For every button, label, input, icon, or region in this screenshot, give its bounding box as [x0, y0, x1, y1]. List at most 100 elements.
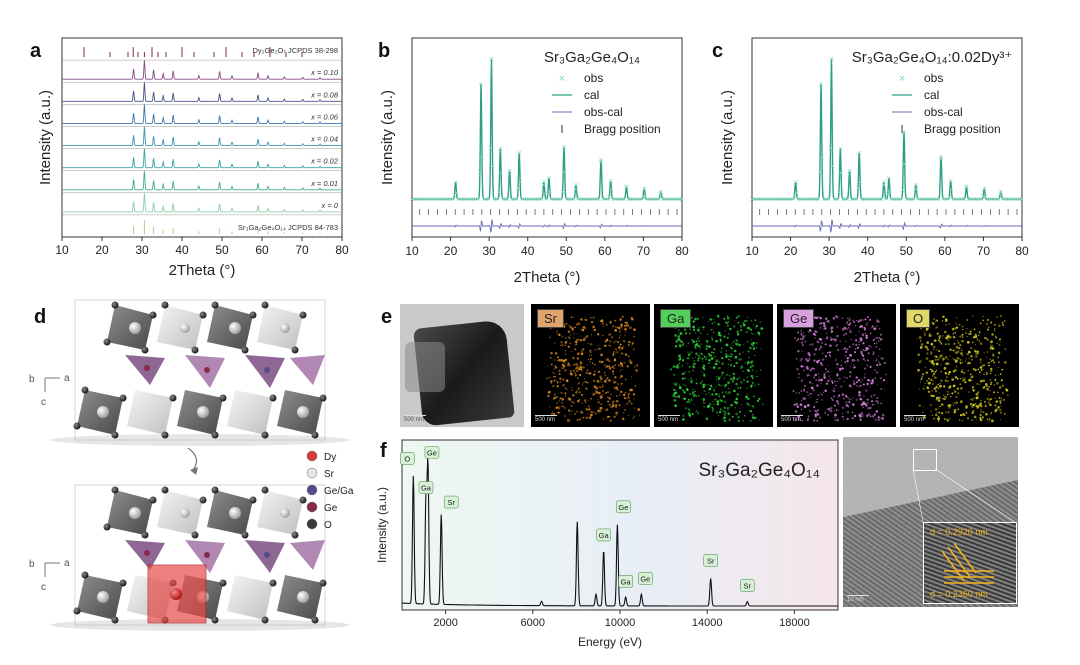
panel-c-obs-point: × [820, 153, 825, 162]
panel-f-peak-label: Ge [640, 574, 650, 583]
panel-f-peak-label: Ga [599, 531, 610, 540]
panel-b-obs-point: × [561, 142, 566, 152]
panel-a-trace [62, 83, 342, 102]
panel-b-chart: 10 20 30 40 50 60 70 80 2Theta (°) Intensity (a.u… [360, 0, 700, 290]
panel-a-trace-label: x = 0.08 [310, 90, 339, 99]
legend-dot-ge [307, 502, 317, 512]
panel-label-e: e [381, 306, 392, 329]
eds-scalebar: 500 nm [535, 415, 557, 423]
panel-f-ylabel: Intensity (a.u.) [375, 487, 389, 563]
panel-f-xtick-label: 10000 [605, 617, 636, 629]
panel-c-obs-point: × [793, 177, 798, 187]
panel-a-trace [62, 127, 342, 146]
panel-a-xtick-label: 40 [175, 243, 189, 257]
panel-b-obs-point: × [478, 168, 483, 177]
panel-f-peak-label: Sr [707, 556, 715, 565]
panel-c-obs-point: × [948, 176, 953, 186]
legend-label-ge-ga: Ge/Ga [324, 486, 354, 497]
atom-legend: DySrGe/GaGeO [307, 451, 354, 531]
panel-f-peak-label: Ga [621, 577, 632, 586]
axis-b-top: b [29, 374, 35, 385]
panel-b-obs-point: × [679, 195, 684, 204]
panel-a-frame [62, 38, 342, 237]
panel-a-trace [62, 149, 342, 168]
eds-map-o: O 500 nm [900, 304, 1019, 427]
panel-b-obs-point: × [658, 187, 663, 197]
panel-b-obs-point: × [573, 180, 578, 190]
panel-b-obs-point: × [609, 185, 614, 194]
axis-c-bottom: c [41, 582, 46, 593]
panel-b-obs-point: × [488, 143, 493, 152]
legend-dot-ge-ga [307, 485, 317, 495]
panel-c-obs-point: × [900, 186, 905, 195]
d-spacing-1: d = 0.2920 nm [930, 527, 988, 537]
panel-f-peak-label: Sr [744, 582, 752, 591]
panel-b-obs-point: × [486, 195, 491, 204]
panel-b-obs-point: × [624, 181, 629, 191]
panel-c-legend-label: cal [924, 88, 939, 102]
panel-a-trace-label: x = 0.10 [310, 68, 339, 77]
panel-c-xlabel: 2Theta (°) [854, 269, 921, 286]
panel-c-obs-point: × [838, 144, 843, 154]
panel-b-obs-point: × [453, 177, 458, 187]
panel-c-obs-point: × [982, 184, 987, 194]
axis-c-top: c [41, 397, 46, 408]
panel-a-trace [62, 171, 342, 190]
axis-a-top: a [64, 373, 70, 384]
panel-b-obs-point: × [489, 54, 494, 64]
panel-c-title: Sr₃Ga₂Ge₄O₁₄:0.02Dy³⁺ [852, 49, 1013, 66]
panel-a-trace-label: Dy₂Ge₂O₇ JCPDS 38-298 [252, 46, 338, 55]
panel-b-xtick-label: 40 [521, 244, 535, 258]
panel-b-xtick-label: 20 [444, 244, 458, 258]
panel-b-obs-point: × [517, 148, 522, 158]
panel-c-xtick-label: 70 [977, 244, 991, 258]
panel-c-obs-point: × [815, 195, 820, 204]
panel-b-obs-point: × [514, 195, 519, 204]
eds-scalebar: 500 nm [904, 415, 926, 423]
panel-c-ylabel: Intensity (a.u.) [719, 90, 736, 185]
panel-c-xtick-label: 50 [900, 244, 914, 258]
panel-b-diff-line [412, 220, 682, 233]
panel-f-peak-label: O [404, 454, 410, 463]
panel-c-xtick-label: 60 [938, 244, 952, 258]
panel-b-obs-point: × [642, 184, 647, 194]
panel-a-xtick-label: 20 [95, 243, 109, 257]
panel-b-obs-point: × [598, 155, 603, 165]
panel-c-legend-label: obs-cal [924, 105, 963, 119]
panel-c-xtick-label: 30 [822, 244, 836, 258]
panel-b-legend-label: Bragg position [584, 122, 661, 136]
legend-label-o: O [324, 520, 332, 531]
panel-b-obs-point: × [475, 195, 480, 204]
transform-arrow [188, 448, 197, 470]
panel-b-obs-point: × [507, 166, 512, 176]
panel-f-xtick-label: 2000 [433, 617, 457, 629]
hrtem-image: d = 0.2920 nm d = 0.2360 nm 10 nm [843, 437, 1018, 607]
panel-c-xtick-label: 40 [861, 244, 875, 258]
panel-c-obs-point: × [818, 168, 823, 177]
panel-b-xtick-label: 60 [598, 244, 612, 258]
eds-scalebar: 500 nm [658, 415, 680, 423]
panel-b-xtick-label: 30 [482, 244, 496, 258]
panel-b-xtick-label: 50 [560, 244, 574, 258]
panel-a-xtick-label: 70 [295, 243, 309, 257]
panel-c-obs-point: × [964, 181, 969, 191]
panel-f-peak-label: Ge [618, 503, 628, 512]
panel-c-legend-marker-obs: × [899, 73, 905, 85]
d-spacing-2: d = 0.2360 nm [930, 589, 988, 599]
panel-c-frame [752, 38, 1022, 237]
tem-scalebar: 500 nm [404, 415, 426, 423]
panel-a-ylabel: Intensity (a.u.) [37, 90, 54, 185]
panel-f-xtick-label: 6000 [521, 617, 545, 629]
panel-c-obs-point: × [830, 162, 835, 171]
legend-dot-sr [307, 468, 317, 478]
panel-c-obs-point: × [847, 166, 852, 176]
panel-c-obs-point: × [858, 178, 863, 187]
panel-a-trace-label: x = 0.04 [310, 135, 338, 144]
panel-f-peak-label: Ga [421, 484, 432, 493]
panel-b-obs-point: × [478, 79, 483, 89]
eds-tag-ge: Ge [783, 309, 814, 328]
panel-a-xtick-label: 10 [55, 243, 69, 257]
panel-b-obs-point: × [562, 168, 567, 177]
panel-c-obs-point: × [854, 195, 859, 204]
panel-b-title: Sr₃Ga₂Ge₄O₁₄ [544, 49, 640, 66]
